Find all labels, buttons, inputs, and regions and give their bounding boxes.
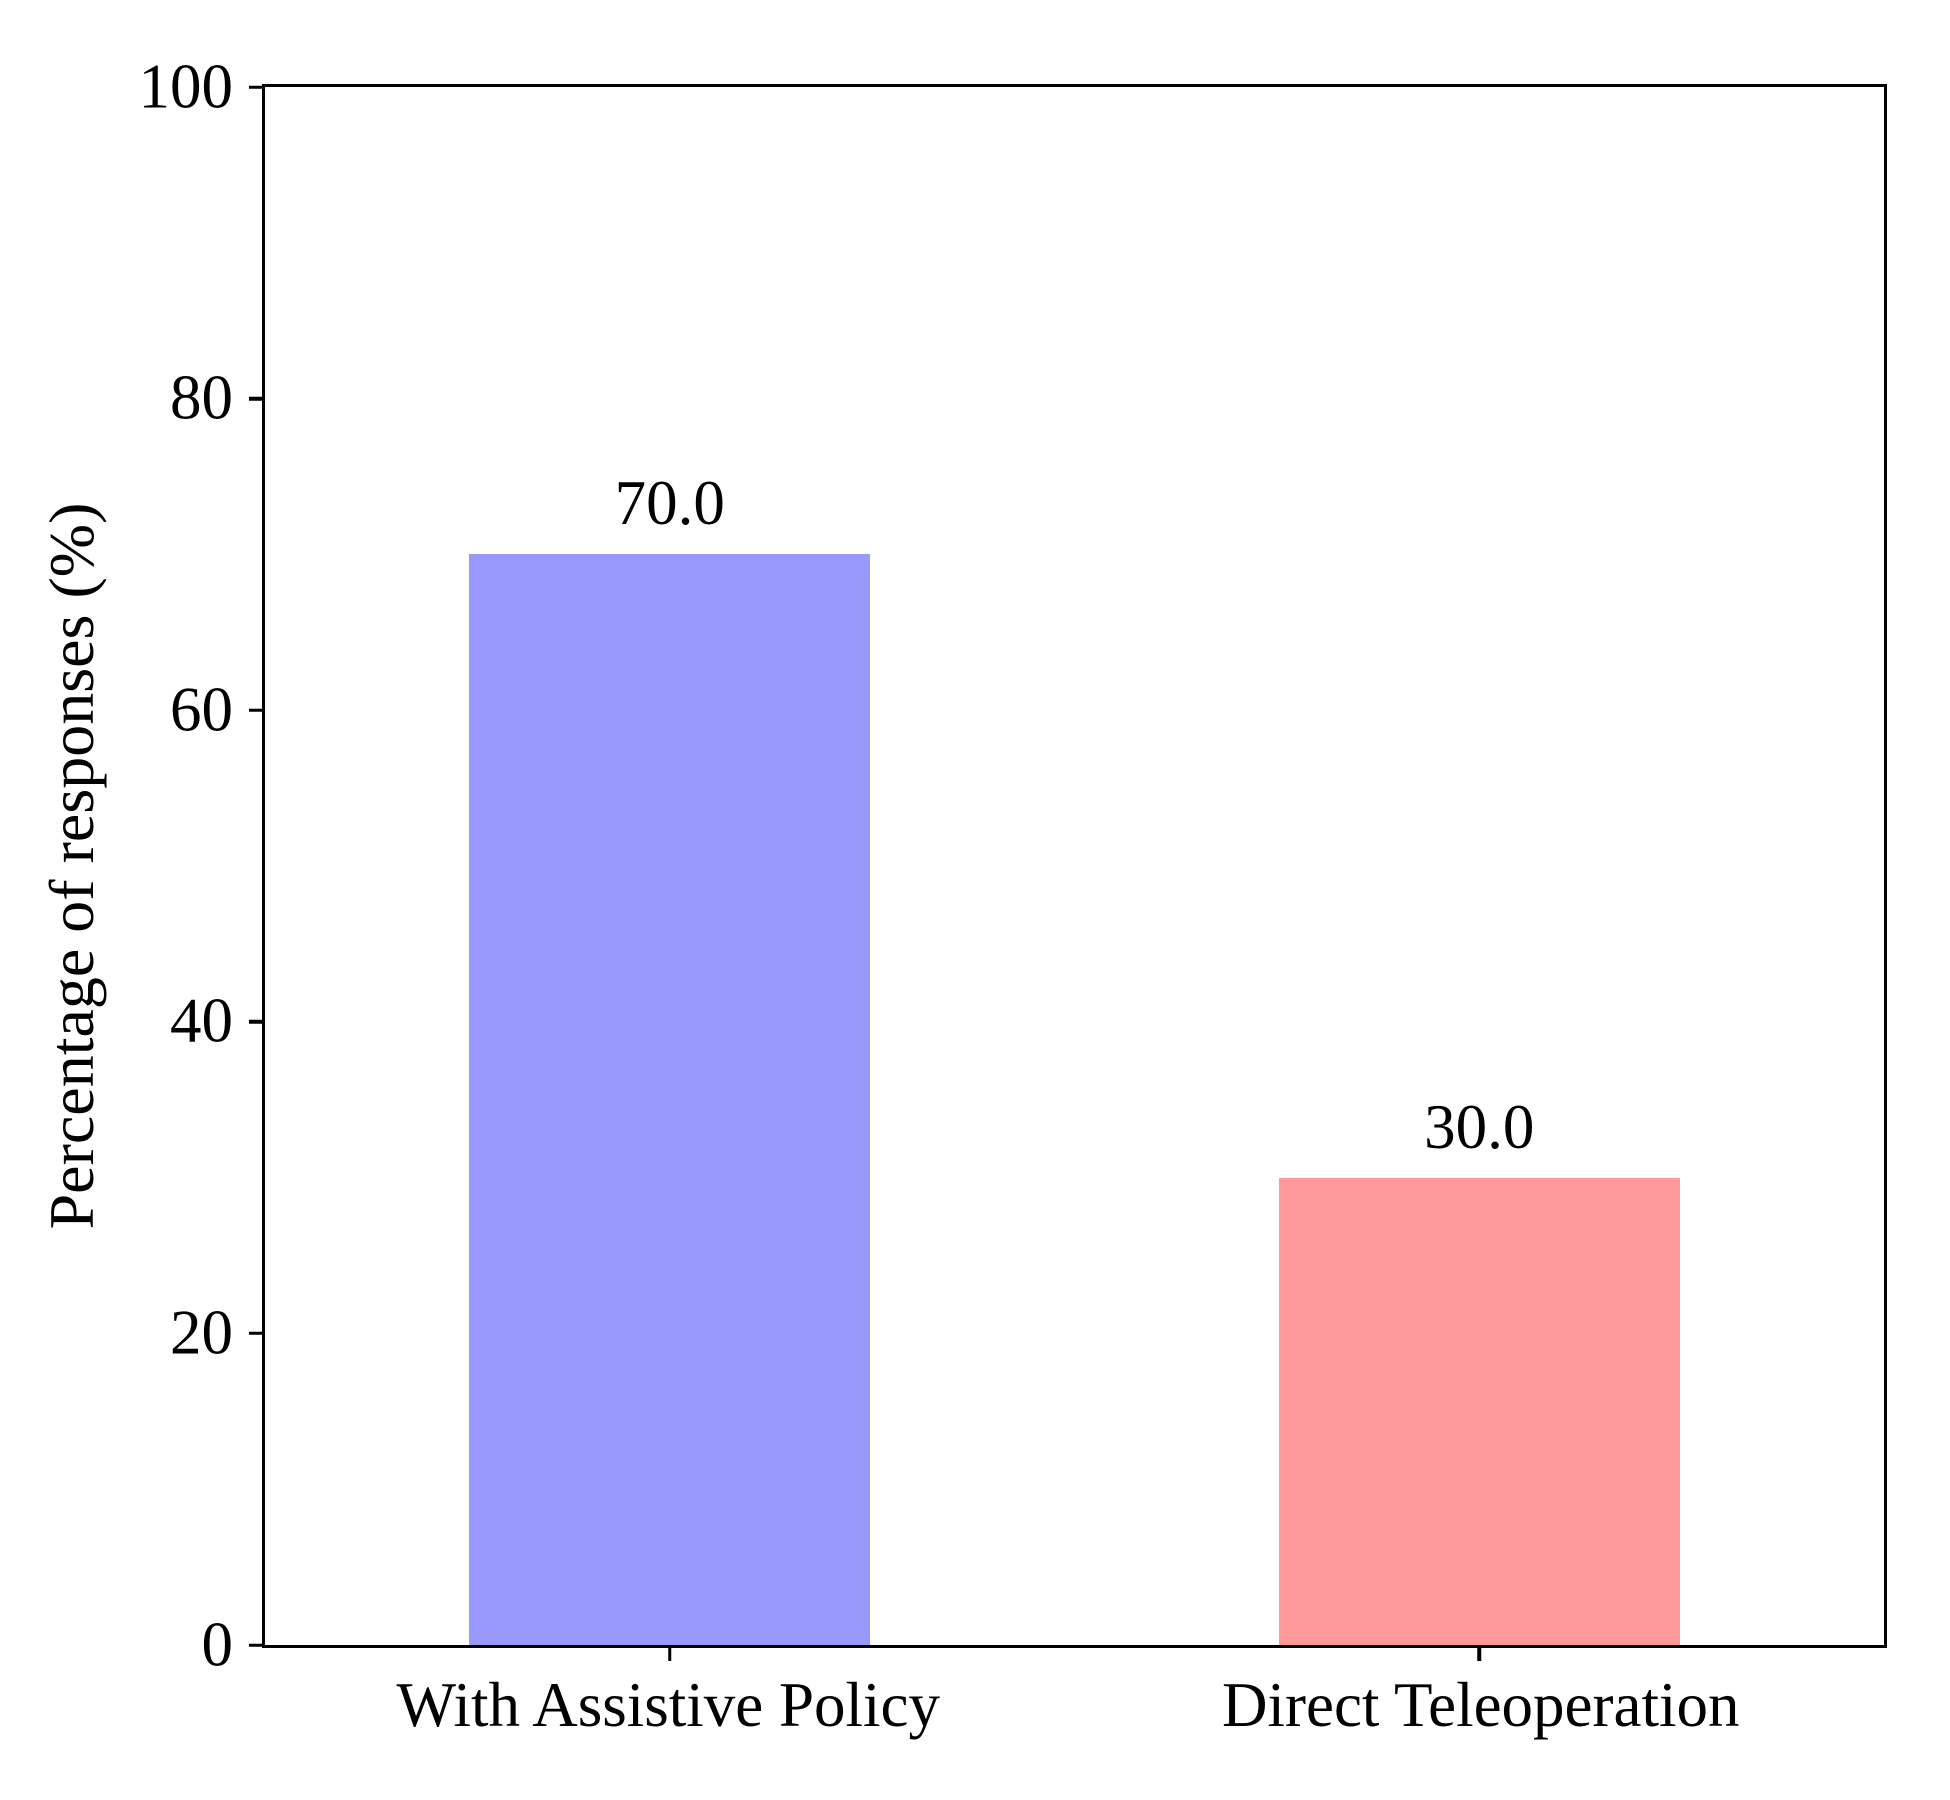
y-tick-mark bbox=[249, 1331, 265, 1336]
y-tick-mark bbox=[249, 1643, 265, 1647]
y-axis-label: Percentage of responses (%) bbox=[36, 502, 107, 1230]
y-tick-label: 60 bbox=[170, 674, 233, 745]
x-category-label-direct-teleoperation: Direct Teleoperation bbox=[1222, 1670, 1740, 1740]
x-tick-mark bbox=[668, 1645, 672, 1661]
x-category-label-with-assistive-policy: With Assistive Policy bbox=[396, 1670, 941, 1740]
bar-group-direct-teleoperation: 30.0 bbox=[1075, 87, 1885, 1661]
y-tick-label: 0 bbox=[201, 1609, 234, 1680]
bar-stack: 30.0 bbox=[1278, 87, 1680, 1645]
bar-with-assistive-policy bbox=[469, 554, 871, 1645]
x-tick-mark bbox=[1477, 1645, 1481, 1661]
bar-value-label: 30.0 bbox=[1424, 1091, 1535, 1162]
y-tick-mark bbox=[249, 396, 265, 401]
plot-area: 0 20 40 60 80 100 70.0 30.0 bbox=[139, 55, 1887, 1676]
y-tick-mark bbox=[249, 708, 265, 712]
y-tick-label: 100 bbox=[138, 51, 234, 122]
y-tick-label: 80 bbox=[170, 362, 233, 433]
y-tick-label: 40 bbox=[170, 986, 233, 1057]
x-axis-category-labels: With Assistive Policy Direct Teleoperati… bbox=[262, 1674, 1887, 1737]
y-tick-mark bbox=[249, 1020, 265, 1024]
bar-group-with-assistive-policy: 70.0 bbox=[265, 87, 1075, 1661]
bar-direct-teleoperation bbox=[1278, 1177, 1680, 1645]
bar-stack: 70.0 bbox=[469, 87, 871, 1645]
y-tick-mark bbox=[249, 85, 265, 89]
bar-value-label: 70.0 bbox=[614, 468, 725, 539]
y-tick-label: 20 bbox=[170, 1297, 233, 1368]
